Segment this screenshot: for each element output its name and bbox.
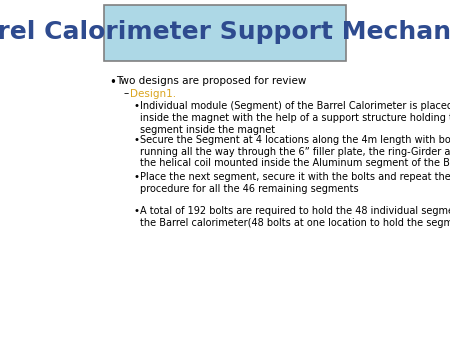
Text: Barrel Calorimeter Support Mechanism: Barrel Calorimeter Support Mechanism: [0, 20, 450, 44]
Text: Individual module (Segment) of the Barrel Calorimeter is placed
inside the magne: Individual module (Segment) of the Barre…: [140, 101, 450, 135]
Text: •: •: [134, 206, 140, 216]
Text: Two designs are proposed for review: Two designs are proposed for review: [116, 76, 307, 86]
Text: Design1.: Design1.: [130, 89, 176, 99]
Text: A total of 192 bolts are required to hold the 48 individual segments of
the Barr: A total of 192 bolts are required to hol…: [140, 206, 450, 228]
Text: Secure the Segment at 4 locations along the 4m length with bolts
running all the: Secure the Segment at 4 locations along …: [140, 135, 450, 168]
FancyBboxPatch shape: [104, 5, 346, 61]
Text: •: •: [134, 135, 140, 145]
Text: •: •: [134, 172, 140, 183]
Text: •: •: [109, 76, 116, 89]
Text: –: –: [124, 89, 129, 99]
Text: Place the next segment, secure it with the bolts and repeat the above
procedure : Place the next segment, secure it with t…: [140, 172, 450, 194]
Text: •: •: [134, 101, 140, 112]
